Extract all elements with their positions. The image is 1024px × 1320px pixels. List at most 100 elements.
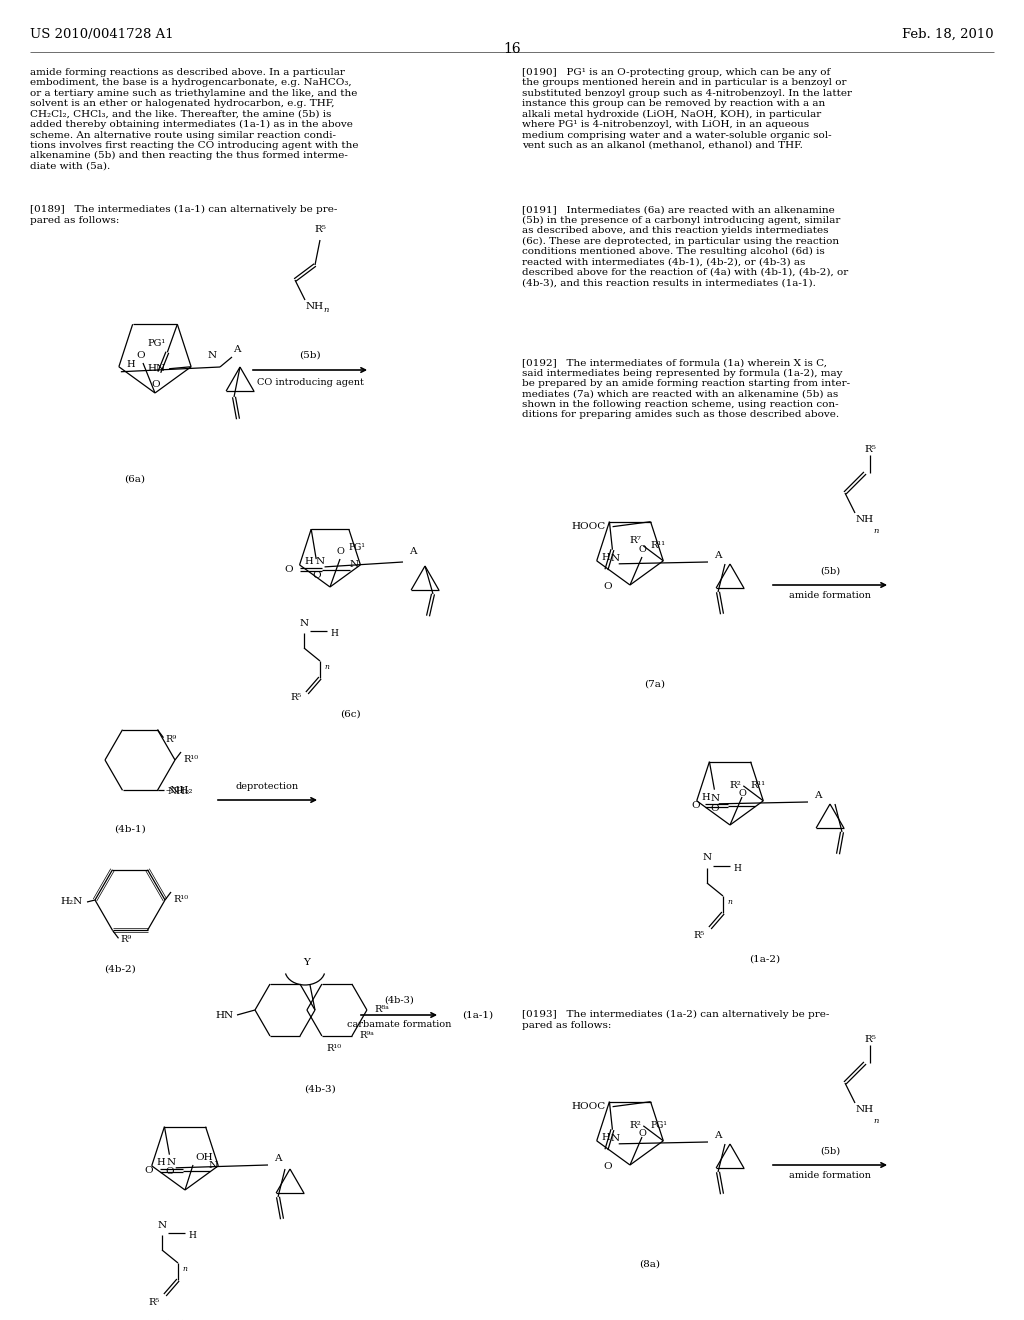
Text: [0190]   PG¹ is an O-protecting group, which can be any of
the groups mentioned : [0190] PG¹ is an O-protecting group, whi…: [522, 69, 852, 150]
Text: O: O: [312, 572, 321, 579]
Text: R⁹: R⁹: [121, 936, 132, 944]
Text: (5b): (5b): [820, 568, 840, 576]
Text: n: n: [727, 898, 732, 906]
Text: H: H: [733, 865, 741, 873]
Text: N: N: [167, 1159, 176, 1167]
Text: R⁷: R⁷: [630, 536, 641, 545]
Text: carbamate formation: carbamate formation: [347, 1020, 452, 1030]
Text: O: O: [710, 804, 719, 813]
Text: deprotection: deprotection: [236, 781, 299, 791]
Text: O: O: [336, 546, 344, 556]
Text: R⁵: R⁵: [864, 445, 876, 454]
Text: A: A: [715, 1131, 722, 1140]
Text: NH: NH: [306, 302, 324, 312]
Text: O: O: [603, 582, 611, 590]
Text: O: O: [165, 1167, 174, 1176]
Text: R¹¹: R¹¹: [750, 781, 765, 789]
Text: (6c): (6c): [340, 710, 360, 719]
Text: R⁹ᵃ: R⁹ᵃ: [359, 1031, 375, 1040]
Text: N: N: [299, 619, 308, 627]
Text: R¹¹: R¹¹: [650, 541, 666, 550]
Text: HN: HN: [216, 1011, 234, 1019]
Text: (4b-1): (4b-1): [114, 825, 145, 834]
Text: 16: 16: [503, 42, 521, 55]
Text: R¹⁰: R¹⁰: [173, 895, 188, 904]
Text: amide formation: amide formation: [790, 1171, 871, 1180]
Text: n: n: [873, 1117, 879, 1125]
Text: –NH₂: –NH₂: [166, 785, 193, 795]
Text: H: H: [157, 1159, 165, 1167]
Text: R⁵: R⁵: [693, 931, 705, 940]
Text: NH: NH: [856, 515, 874, 524]
Text: H: H: [188, 1232, 196, 1239]
Text: N: N: [702, 854, 712, 862]
Text: R¹⁰: R¹⁰: [183, 755, 198, 764]
Text: US 2010/0041728 A1: US 2010/0041728 A1: [30, 28, 174, 41]
Text: (4b-3): (4b-3): [384, 997, 414, 1005]
Text: R¹⁰: R¹⁰: [327, 1044, 342, 1053]
Text: (7a): (7a): [644, 680, 666, 689]
Text: NH: NH: [856, 1105, 874, 1114]
Text: R⁵: R⁵: [864, 1035, 876, 1044]
Text: n: n: [323, 306, 329, 314]
Text: H: H: [330, 630, 338, 638]
Text: CO introducing agent: CO introducing agent: [257, 378, 364, 387]
Text: N: N: [610, 554, 620, 564]
Text: R⁸ᵃ: R⁸ᵃ: [375, 1005, 390, 1014]
Text: [0193]   The intermediates (1a-2) can alternatively be pre-
pared as follows:: [0193] The intermediates (1a-2) can alte…: [522, 1010, 829, 1030]
Text: H: H: [127, 360, 135, 370]
Text: (1a-2): (1a-2): [750, 954, 780, 964]
Text: O: O: [603, 1162, 611, 1171]
Text: R²: R²: [630, 1121, 641, 1130]
Text: H: H: [701, 793, 711, 803]
Text: PG¹: PG¹: [348, 543, 365, 552]
Text: N: N: [209, 1162, 218, 1171]
Text: A: A: [715, 550, 722, 560]
Text: A: A: [814, 791, 821, 800]
Text: O: O: [136, 351, 145, 359]
Text: (5b): (5b): [299, 351, 321, 360]
Text: N: N: [711, 795, 720, 804]
Text: (6a): (6a): [125, 475, 145, 484]
Text: amide forming reactions as described above. In a particular
embodiment, the base: amide forming reactions as described abo…: [30, 69, 358, 170]
Text: N: N: [158, 1221, 167, 1229]
Text: PG¹: PG¹: [650, 1121, 667, 1130]
Text: R⁵: R⁵: [314, 226, 326, 235]
Text: (8a): (8a): [640, 1261, 660, 1269]
Text: N: N: [315, 557, 325, 566]
Text: H: H: [602, 553, 610, 562]
Text: (4b-3): (4b-3): [304, 1085, 336, 1094]
Text: O: O: [638, 544, 646, 553]
Text: NH₂: NH₂: [168, 787, 189, 796]
Text: A: A: [233, 345, 241, 354]
Text: A: A: [274, 1154, 282, 1163]
Text: O: O: [284, 565, 293, 574]
Text: amide formation: amide formation: [790, 591, 871, 601]
Text: [0192]   The intermediates of formula (1a) wherein X is C,
said intermediates be: [0192] The intermediates of formula (1a)…: [522, 358, 850, 420]
Text: n: n: [873, 527, 879, 535]
Text: R⁹: R⁹: [166, 735, 177, 743]
Text: R⁵: R⁵: [148, 1298, 160, 1307]
Text: O: O: [151, 380, 160, 389]
Text: PG¹: PG¹: [147, 338, 165, 347]
Text: (1a-1): (1a-1): [462, 1011, 494, 1019]
Text: [0191]   Intermediates (6a) are reacted with an alkenamine
(5b) in the presence : [0191] Intermediates (6a) are reacted wi…: [522, 205, 848, 288]
Text: Y: Y: [303, 958, 310, 968]
Text: R⁵: R⁵: [291, 693, 302, 702]
Text: (4b-2): (4b-2): [104, 965, 136, 974]
Text: O: O: [738, 789, 745, 799]
Text: HN: HN: [147, 364, 165, 374]
Text: N: N: [350, 561, 359, 569]
Text: OH: OH: [195, 1152, 213, 1162]
Text: n: n: [182, 1265, 186, 1272]
Text: N: N: [208, 351, 216, 359]
Text: HOOC: HOOC: [571, 1102, 605, 1111]
Text: O: O: [691, 801, 699, 810]
Text: O: O: [638, 1129, 646, 1138]
Text: H: H: [602, 1134, 610, 1142]
Text: R²: R²: [729, 781, 741, 789]
Text: H₂N: H₂N: [60, 898, 83, 907]
Text: (5b): (5b): [820, 1147, 840, 1156]
Text: HOOC: HOOC: [571, 523, 605, 531]
Text: H: H: [304, 557, 313, 566]
